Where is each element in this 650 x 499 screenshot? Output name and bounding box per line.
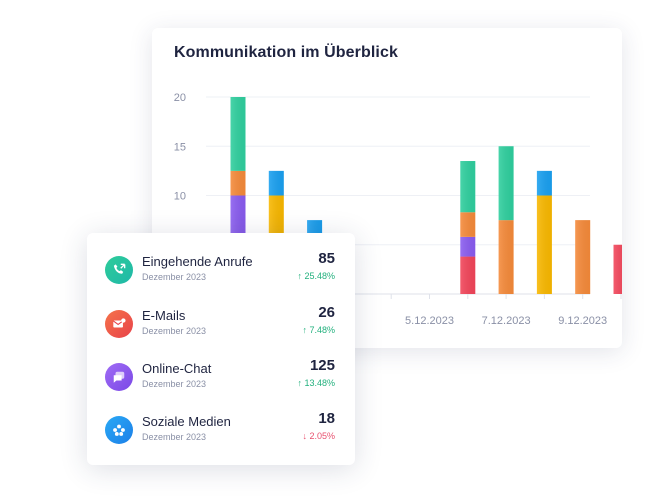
bar-segment-sheen [613, 244, 622, 294]
y-tick-label: 15 [174, 141, 186, 153]
bar-segment-sheen [460, 212, 476, 237]
stat-change-value: 7.48% [309, 325, 335, 335]
stat-change: ↑ 13.48% [297, 378, 335, 388]
x-tick-label: 7.12.2023 [482, 315, 531, 327]
stat-value: 18 [318, 410, 335, 427]
stat-label: Soziale Medien [142, 414, 231, 429]
y-tick-label: 10 [174, 191, 186, 203]
bar-segment-sheen [575, 220, 591, 294]
stat-change-value: 2.05% [309, 431, 335, 441]
stat-row-social[interactable]: Soziale Medien Dezember 2023 18 ↓ 2.05% [87, 410, 355, 450]
bar-segment-sheen [498, 146, 514, 221]
stat-label: E-Mails [142, 308, 186, 323]
stat-period: Dezember 2023 [142, 432, 207, 442]
arrow-up-icon: ↑ [297, 378, 305, 388]
stat-change: ↓ 2.05% [302, 431, 335, 441]
bar-segment-sheen [536, 195, 552, 294]
y-tick-label: 20 [174, 92, 186, 104]
bar-segment-sheen [460, 256, 476, 294]
stat-row-calls[interactable]: Eingehende Anrufe Dezember 2023 85 ↑ 25.… [87, 250, 355, 290]
bar-segment-sheen [230, 170, 246, 196]
stat-change-value: 25.48% [304, 271, 335, 281]
x-tick-label: 9.12.2023 [558, 315, 607, 327]
stat-period: Dezember 2023 [142, 272, 207, 282]
phone-icon [105, 256, 133, 284]
stats-card: Eingehende Anrufe Dezember 2023 85 ↑ 25.… [87, 233, 355, 465]
stat-change: ↑ 25.48% [297, 271, 335, 281]
social-icon [105, 416, 133, 444]
chart-title: Kommunikation im Überblick [174, 44, 398, 61]
stat-row-emails[interactable]: E-Mails Dezember 2023 26 ↑ 7.48% [87, 304, 355, 344]
bar-segment-sheen [460, 236, 476, 257]
chat-icon [105, 363, 133, 391]
stat-change-value: 13.48% [304, 378, 335, 388]
arrow-up-icon: ↑ [297, 271, 305, 281]
stat-period: Dezember 2023 [142, 326, 207, 336]
stat-label: Online-Chat [142, 361, 212, 376]
x-tick-label: 5.12.2023 [405, 315, 454, 327]
bar-segment-sheen [230, 97, 246, 171]
stat-change: ↑ 7.48% [302, 325, 335, 335]
mail-icon [105, 310, 133, 338]
bar-segment-sheen [498, 220, 514, 294]
arrow-down-icon: ↓ [302, 431, 310, 441]
bar-segment-sheen [268, 170, 284, 196]
stat-value: 125 [309, 357, 335, 374]
stat-row-chat[interactable]: Online-Chat Dezember 2023 125 ↑ 13.48% [87, 357, 355, 397]
bar-segment-sheen [536, 170, 552, 196]
stat-label: Eingehende Anrufe [142, 254, 253, 269]
bar-segment-sheen [460, 161, 476, 213]
stat-value: 85 [318, 250, 335, 267]
arrow-up-icon: ↑ [302, 325, 310, 335]
stat-period: Dezember 2023 [142, 379, 207, 389]
stat-value: 26 [318, 304, 335, 321]
